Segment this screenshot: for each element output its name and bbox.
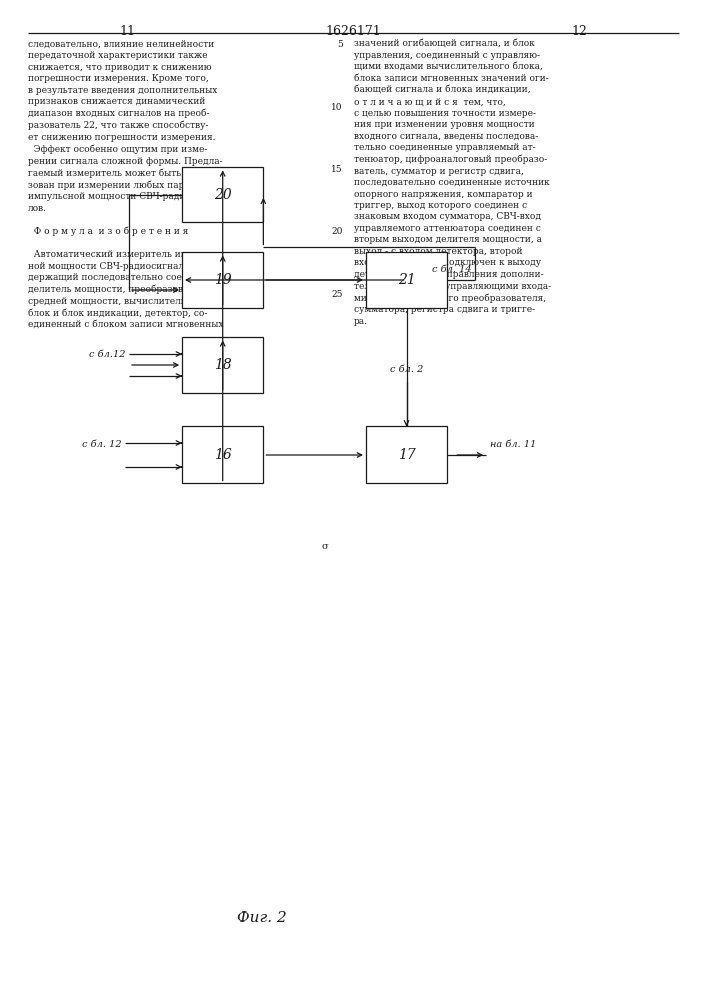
Bar (182, 426, 264, 483)
Text: с бл. 14: с бл. 14 (432, 264, 472, 273)
Text: с бл.12: с бл.12 (89, 350, 126, 359)
Text: значений огибающей сигнала, и блок
управления, соединенный с управляю-
щими вход: значений огибающей сигнала, и блок управ… (354, 40, 551, 326)
Text: Фиг. 2: Фиг. 2 (237, 911, 286, 925)
Text: 12: 12 (572, 25, 588, 38)
Text: 20: 20 (214, 188, 232, 202)
Text: 18: 18 (214, 358, 232, 372)
Text: 1626171: 1626171 (326, 25, 381, 38)
Text: 25: 25 (332, 290, 343, 299)
Bar (366, 426, 447, 483)
Text: 20: 20 (332, 228, 343, 236)
Text: 16: 16 (214, 448, 232, 462)
Bar (366, 252, 447, 308)
Bar (182, 338, 264, 392)
Text: 17: 17 (397, 448, 416, 462)
Text: на бл. 11: на бл. 11 (489, 440, 536, 449)
Text: c бл. 2: c бл. 2 (390, 364, 423, 373)
Text: 5: 5 (337, 40, 343, 49)
Bar (182, 252, 264, 308)
Text: σ: σ (322, 542, 329, 551)
Text: 10: 10 (332, 103, 343, 111)
Text: 19: 19 (214, 273, 232, 287)
Text: с бл. 12: с бл. 12 (82, 440, 122, 449)
Text: 15: 15 (332, 165, 343, 174)
Text: 21: 21 (397, 273, 416, 287)
Bar (182, 167, 264, 222)
Text: 11: 11 (119, 25, 135, 38)
Text: следовательно, влияние нелинейности
передаточной характеристики также
снижается,: следовательно, влияние нелинейности пере… (28, 40, 230, 329)
